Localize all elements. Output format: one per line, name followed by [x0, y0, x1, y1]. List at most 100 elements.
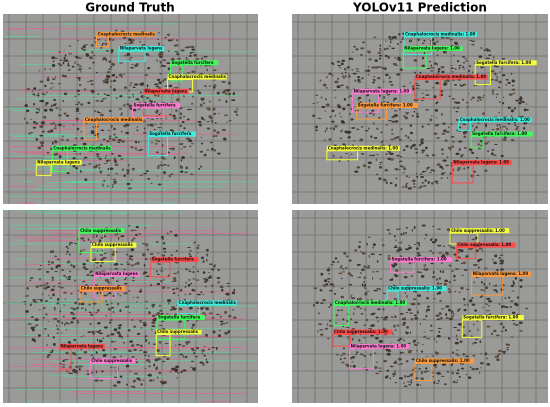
- insect-speck: [158, 113, 161, 116]
- insect-speck: [51, 279, 55, 281]
- insect-speck: [496, 268, 499, 272]
- insect-speck: [139, 344, 143, 348]
- insect-speck: [153, 343, 157, 346]
- insect-speck: [324, 139, 326, 142]
- insect-speck: [330, 303, 332, 307]
- insect-speck: [144, 226, 146, 230]
- insect-speck: [417, 254, 422, 257]
- insect-speck: [393, 99, 395, 102]
- insect-speck: [353, 321, 358, 324]
- insect-speck: [454, 41, 458, 45]
- insect-speck: [393, 137, 397, 140]
- insect-speck: [146, 124, 149, 127]
- insect-speck: [312, 103, 316, 105]
- insect-speck: [436, 282, 440, 285]
- insect-speck: [452, 351, 454, 355]
- insect-speck: [479, 98, 482, 101]
- insect-speck: [390, 365, 394, 368]
- insect-speck: [516, 125, 519, 128]
- insect-speck: [393, 97, 397, 100]
- insect-speck: [47, 130, 52, 133]
- insect-speck: [97, 39, 101, 41]
- insect-speck: [98, 339, 103, 343]
- label-background: [333, 300, 407, 306]
- insect-speck: [192, 278, 196, 280]
- insect-speck: [477, 259, 481, 263]
- insect-speck: [120, 76, 123, 78]
- insect-speck: [411, 369, 416, 371]
- insect-speck: [83, 88, 87, 91]
- insect-speck: [422, 336, 426, 339]
- insect-speck: [448, 287, 451, 291]
- insect-speck: [416, 247, 419, 250]
- insect-speck: [490, 70, 495, 73]
- insect-speck: [453, 106, 456, 109]
- insect-speck: [417, 270, 419, 274]
- insect-speck: [30, 118, 33, 120]
- box-label: Nilaparvata lugens: 1.00: [354, 88, 410, 93]
- insect-speck: [397, 248, 402, 251]
- insect-speck: [388, 254, 390, 257]
- insect-speck: [158, 52, 162, 54]
- insect-speck: [364, 308, 366, 311]
- insect-speck: [425, 146, 428, 150]
- insect-speck: [138, 141, 140, 144]
- insect-speck: [158, 81, 162, 85]
- insect-speck: [162, 79, 165, 83]
- insect-speck: [77, 76, 81, 80]
- insect-speck: [357, 298, 359, 301]
- insect-speck: [61, 332, 63, 334]
- insect-speck: [426, 155, 429, 157]
- insect-speck: [175, 287, 179, 290]
- insect-speck: [380, 317, 383, 319]
- insect-speck: [405, 360, 409, 363]
- insect-speck: [61, 366, 66, 368]
- insect-speck: [398, 242, 400, 244]
- insect-speck: [318, 312, 320, 315]
- insect-speck: [472, 343, 474, 345]
- insect-speck: [316, 101, 319, 104]
- tray: [292, 210, 548, 403]
- insect-speck: [409, 187, 413, 189]
- insect-speck: [224, 331, 228, 335]
- insect-speck: [155, 269, 158, 273]
- insect-speck: [455, 118, 460, 121]
- insect-speck: [431, 355, 434, 357]
- label-background: [83, 117, 144, 123]
- insect-speck: [393, 235, 396, 238]
- insect-speck: [148, 310, 150, 313]
- insect-speck: [418, 243, 420, 247]
- insect-speck: [448, 95, 451, 98]
- insect-speck: [358, 241, 362, 243]
- insect-speck: [420, 141, 424, 145]
- image-panel: Cnaphalocrocis medinalis: 1.00Nilaparvat…: [292, 14, 548, 204]
- insect-speck: [379, 163, 382, 165]
- insect-speck: [110, 80, 113, 83]
- insect-speck: [402, 172, 405, 174]
- insect-speck: [53, 100, 56, 102]
- insect-speck: [178, 320, 182, 323]
- insect-speck: [455, 353, 459, 355]
- insect-speck: [451, 97, 456, 100]
- insect-speck: [153, 363, 156, 367]
- insect-speck: [454, 268, 459, 270]
- insect-speck: [418, 367, 422, 370]
- insect-speck: [398, 160, 401, 163]
- insect-speck: [205, 307, 209, 311]
- insect-speck: [367, 66, 370, 68]
- insect-speck: [369, 353, 372, 356]
- insect-speck: [388, 93, 391, 96]
- insect-speck: [463, 135, 467, 138]
- insect-speck: [197, 307, 200, 309]
- insect-speck: [478, 55, 483, 58]
- insect-speck: [425, 170, 427, 172]
- insect-speck: [213, 86, 216, 89]
- insect-speck: [455, 259, 459, 262]
- insect-speck: [60, 139, 65, 141]
- insect-speck: [393, 35, 397, 38]
- insect-speck: [360, 307, 362, 310]
- insect-speck: [393, 246, 398, 249]
- insect-speck: [519, 96, 523, 99]
- insect-speck: [212, 135, 216, 138]
- insect-speck: [465, 288, 470, 290]
